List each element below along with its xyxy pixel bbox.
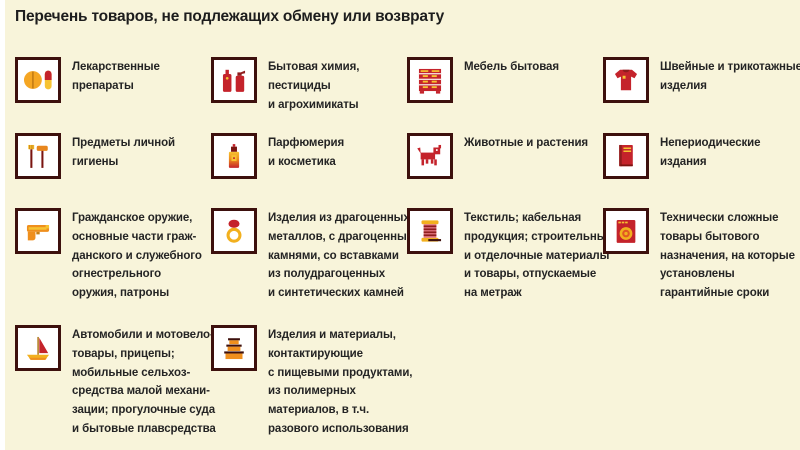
page-title: Перечень товаров, не подлежащих обмену и…	[15, 8, 445, 25]
list-item: Текстиль; кабельная продукция; строитель…	[407, 208, 613, 303]
grid-row-4: Автомобили и мотовело- товары, прицепы; …	[15, 325, 413, 439]
list-item: Изделия и материалы, контактирующие с пи…	[211, 325, 413, 439]
item-label: Непериодические издания	[660, 137, 761, 168]
food-containers-icon	[211, 325, 257, 371]
pistol-icon	[15, 208, 61, 254]
hygiene-brushes-icon	[15, 133, 61, 179]
item-label: Предметы личной гигиены	[72, 137, 175, 168]
spray-bottles-icon	[211, 57, 257, 103]
list-item: Гражданское оружие, основные части граж-…	[15, 208, 211, 303]
grid-row-2: Предметы личной гигиены	[15, 133, 799, 179]
list-item: Автомобили и мотовело- товары, прицепы; …	[15, 325, 216, 439]
perfume-bottle-icon	[211, 133, 257, 179]
item-label: Гражданское оружие, основные части граж-…	[72, 212, 202, 300]
item-label: Животные и растения	[464, 137, 589, 149]
list-item: Мебель бытовая	[407, 57, 603, 114]
list-item: Бытовая химия, пестициды и агрохимикаты	[211, 57, 407, 114]
list-item: Парфюмерия и косметика	[211, 133, 407, 179]
washing-machine-icon	[603, 208, 649, 254]
item-label: Бытовая химия, пестициды и агрохимикаты	[268, 61, 360, 111]
tshirt-icon	[603, 57, 649, 103]
item-label: Технически сложные товары бытового назна…	[660, 212, 795, 300]
item-label: Швейные и трикотажные изделия	[660, 61, 800, 92]
dog-icon	[407, 133, 453, 179]
list-item: Технически сложные товары бытового назна…	[603, 208, 799, 303]
grid-row-1: Лекарственные препараты Бытовая химия, п…	[15, 57, 800, 114]
ring-icon	[211, 208, 257, 254]
item-label: Текстиль; кабельная продукция; строитель…	[464, 212, 613, 300]
item-label: Изделия и материалы, контактирующие с пи…	[268, 329, 413, 435]
list-item: Швейные и трикотажные изделия	[603, 57, 800, 114]
item-label: Автомобили и мотовело- товары, прицепы; …	[72, 329, 216, 435]
pill-capsule-icon	[15, 57, 61, 103]
thread-spool-icon	[407, 208, 453, 254]
grid-row-3: Гражданское оружие, основные части граж-…	[15, 208, 799, 303]
item-label: Изделия из драгоценных металлов, с драго…	[268, 212, 423, 300]
sailboat-icon	[15, 325, 61, 371]
list-item: Непериодические издания	[603, 133, 799, 179]
item-label: Лекарственные препараты	[72, 61, 160, 92]
item-label: Мебель бытовая	[464, 61, 559, 73]
dresser-icon	[407, 57, 453, 103]
item-label: Парфюмерия и косметика	[268, 137, 345, 168]
list-item: Животные и растения	[407, 133, 603, 179]
left-edge-strip	[0, 0, 5, 450]
list-item: Лекарственные препараты	[15, 57, 211, 114]
book-icon	[603, 133, 649, 179]
list-item: Предметы личной гигиены	[15, 133, 211, 179]
list-item: Изделия из драгоценных металлов, с драго…	[211, 208, 422, 303]
